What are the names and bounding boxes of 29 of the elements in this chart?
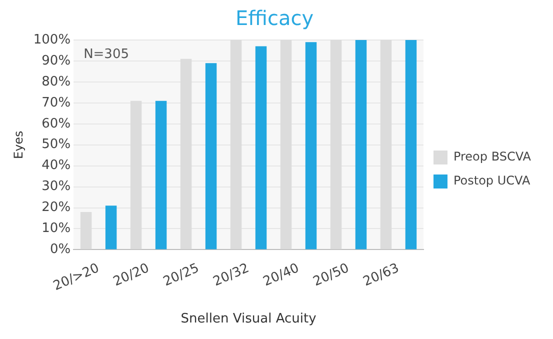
y-tick-label: 90% (42, 53, 71, 68)
x-tick-label: 20/50 (311, 260, 352, 290)
x-axis-title: Snellen Visual Acuity (180, 312, 317, 327)
x-tick-label: 20/32 (211, 260, 252, 290)
bar (205, 63, 217, 250)
bar (105, 206, 117, 250)
x-tick-label: 20/63 (361, 260, 402, 290)
chart-title: Efficacy (235, 6, 314, 30)
legend-label: Postop UCVA (453, 174, 531, 188)
bar (155, 100, 167, 250)
y-tick-label: 80% (42, 74, 71, 90)
y-tick-label: 50% (42, 137, 71, 152)
bar (405, 40, 417, 250)
x-tick-label: 20/40 (261, 260, 302, 290)
bar (305, 42, 317, 250)
bar (255, 46, 267, 250)
y-tick-label: 60% (42, 116, 71, 132)
annotation: N=305 (84, 46, 130, 62)
y-tick-label: 100% (33, 32, 71, 48)
x-tick-label: 20/20 (111, 260, 152, 290)
bar (355, 40, 367, 250)
y-tick-label: 30% (42, 179, 71, 194)
y-tick-label: 70% (42, 95, 71, 110)
y-tick-label: 10% (42, 221, 71, 236)
y-tick-label: 0% (50, 242, 71, 258)
legend-label: Preop BSCVA (453, 150, 532, 164)
y-tick-label: 20% (42, 200, 71, 216)
y-axis-title: Eyes (11, 130, 26, 160)
y-tick-label: 40% (42, 158, 71, 174)
